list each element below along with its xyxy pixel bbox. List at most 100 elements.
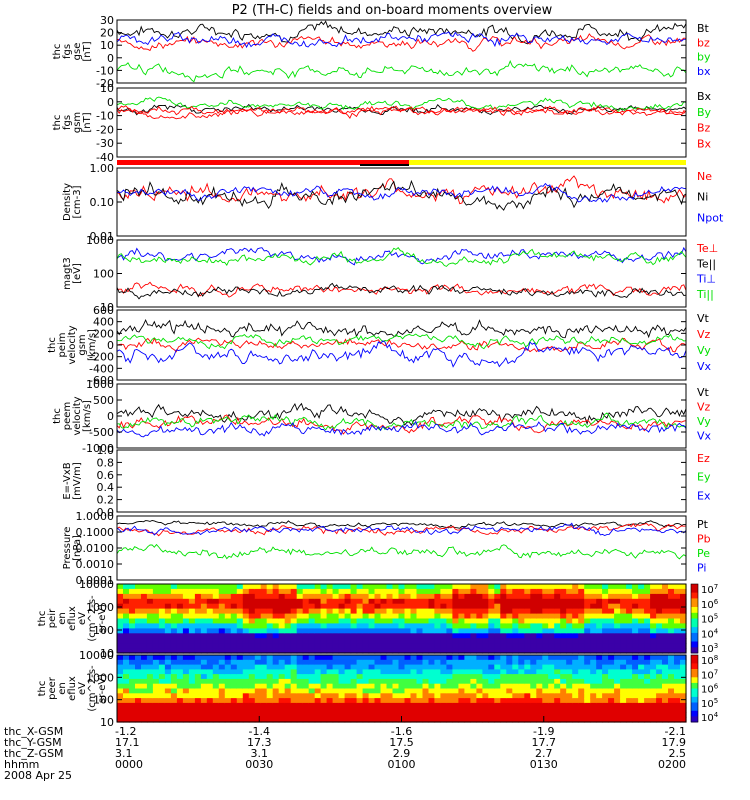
spectrogram-cell [674, 598, 681, 605]
spectrogram-cell [416, 698, 424, 704]
spectrogram-cell [242, 655, 250, 661]
spectrogram-cell [338, 693, 346, 699]
spectrogram-cell [500, 707, 507, 713]
spectrogram-cell [530, 608, 537, 615]
spectrogram-cell [422, 698, 430, 704]
spectrogram-cell [308, 633, 316, 639]
spectrogram-cell [656, 618, 663, 624]
y-axis-label-line: Pressure [62, 527, 73, 570]
spectrogram-cell [398, 655, 406, 661]
spectrogram-cell [596, 693, 603, 699]
spectrogram-cell [200, 669, 208, 675]
spectrogram-cell [560, 674, 567, 680]
spectrogram-cell [272, 702, 280, 709]
spectrogram-cell [422, 638, 430, 644]
spectrogram-cell [464, 712, 471, 718]
spectrogram-cell [470, 683, 477, 690]
spectrogram-cell [182, 674, 190, 680]
spectrogram-cell [434, 638, 441, 644]
spectrogram-cell [554, 598, 561, 605]
spectrogram-cell [536, 598, 543, 605]
spectrogram-cell [596, 603, 603, 610]
spectrogram-cell [518, 588, 525, 595]
y-axis-label-line: fgs [62, 44, 73, 59]
spectrogram-cell [410, 698, 418, 704]
spectrogram-cell [236, 659, 244, 666]
spectrogram-cell [194, 693, 202, 699]
spectrogram-cell [290, 598, 298, 605]
spectrogram-cell [338, 707, 346, 713]
spectrogram-cell [626, 702, 633, 709]
spectrogram-cell [674, 628, 681, 634]
series-line-bx [116, 105, 687, 120]
spectrogram-cell [129, 707, 136, 713]
spectrogram-cell [344, 618, 352, 624]
spectrogram-cell [536, 633, 543, 639]
spectrogram-cell [218, 593, 226, 600]
spectrogram-cell [146, 683, 154, 690]
spectrogram-cell [200, 633, 208, 639]
y-tick-label: 1000 [86, 234, 114, 247]
spectrogram-cell [374, 655, 382, 661]
spectrogram-cell [158, 633, 166, 639]
spectrogram-cell [434, 688, 441, 694]
spectrogram-cell [626, 688, 633, 694]
spectrogram-cell [620, 717, 627, 723]
spectrogram-cell [458, 613, 465, 620]
spectrogram-cell [260, 603, 268, 610]
spectrogram-cell [338, 633, 346, 639]
spectrogram-cell [596, 678, 603, 685]
spectrogram-cell [218, 655, 226, 661]
spectrogram-cell [632, 588, 639, 595]
spectrogram-cell [452, 593, 459, 600]
spectrogram-cell [117, 693, 124, 699]
spectrogram-cell [212, 584, 220, 590]
legend-entry: Te|| [696, 257, 716, 270]
spectrogram-cell [290, 608, 298, 615]
legend-entry: by [697, 51, 711, 64]
spectrogram-cell [530, 707, 537, 713]
spectrogram-cell [260, 707, 268, 713]
spectrogram-cell [512, 659, 519, 666]
spectrogram-cell [428, 664, 436, 670]
spectrogram-cell [308, 702, 316, 709]
spectrogram-cell [224, 608, 232, 615]
spectrogram-cell [524, 598, 531, 605]
spectrogram-cell [596, 659, 603, 666]
spectrogram-cell [656, 707, 663, 713]
spectrogram-cell [129, 648, 136, 654]
spectrogram-cell [356, 683, 364, 690]
spectrogram-cell [386, 659, 394, 666]
spectrogram-cell [518, 638, 525, 644]
spectrogram-cell [356, 603, 364, 610]
series-line-ti [116, 246, 687, 266]
x-tick-label: 0100 [388, 758, 416, 771]
spectrogram-cell [230, 678, 238, 685]
spectrogram-cell [158, 717, 166, 723]
spectrogram-cell [248, 584, 256, 590]
spectrogram-cell [374, 702, 382, 709]
spectrogram-cell [440, 603, 447, 610]
spectrogram-cell [452, 643, 459, 649]
spectrogram-cell [404, 655, 412, 661]
spectrogram-cell [338, 628, 346, 634]
spectrogram-cell [344, 623, 352, 629]
spectrogram-cell [668, 603, 675, 610]
spectrogram-cell [620, 693, 627, 699]
spectrogram-cell [164, 707, 172, 713]
spectrogram-cell [123, 584, 130, 590]
spectrogram-cell [266, 698, 274, 704]
spectrogram-cell [141, 593, 148, 600]
spectrogram-cell [206, 643, 214, 649]
spectrogram-cell [326, 613, 334, 620]
spectrogram-cell [404, 623, 412, 629]
spectrogram-cell [200, 674, 208, 680]
spectrogram-cell [512, 608, 519, 615]
spectrogram-cell [626, 659, 633, 666]
spectrogram-cell [452, 648, 459, 654]
spectrogram-cell [416, 598, 424, 605]
spectrogram-cell [350, 712, 358, 718]
spectrogram-cell [374, 628, 382, 634]
spectrogram-cell [458, 628, 465, 634]
